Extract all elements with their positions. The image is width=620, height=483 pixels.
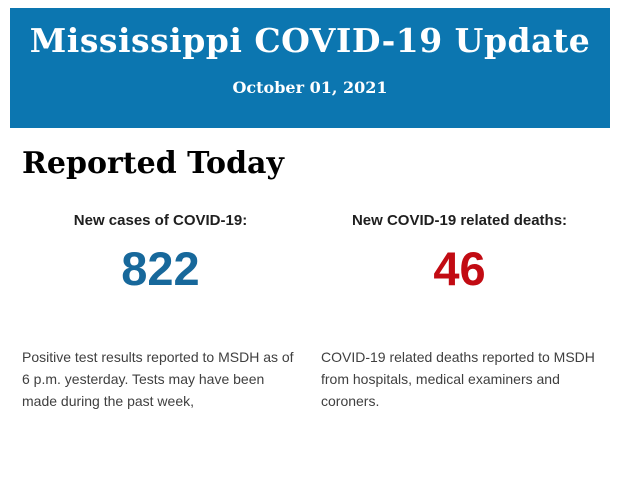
stat-new-deaths: New COVID-19 related deaths: 46 COVID-19… — [321, 212, 598, 412]
stats-columns: New cases of COVID-19: 822 Positive test… — [22, 212, 598, 412]
new-cases-description: Positive test results reported to MSDH a… — [22, 349, 294, 409]
banner: Mississippi COVID-19 Update October 01, … — [10, 8, 610, 128]
new-cases-label: New cases of COVID-19: — [73, 212, 248, 229]
section-heading: Reported Today — [22, 146, 284, 181]
new-deaths-description: COVID-19 related deaths reported to MSDH… — [321, 349, 595, 409]
new-deaths-value: 46 — [433, 242, 486, 295]
new-deaths-label: New COVID-19 related deaths: — [351, 212, 568, 229]
page-title: Mississippi COVID-19 Update — [29, 21, 591, 60]
report-date: October 01, 2021 — [232, 78, 388, 97]
new-cases-value: 822 — [121, 242, 200, 295]
content-area: Reported Today New cases of COVID-19: 82… — [0, 146, 620, 412]
stat-new-cases: New cases of COVID-19: 822 Positive test… — [22, 212, 299, 412]
